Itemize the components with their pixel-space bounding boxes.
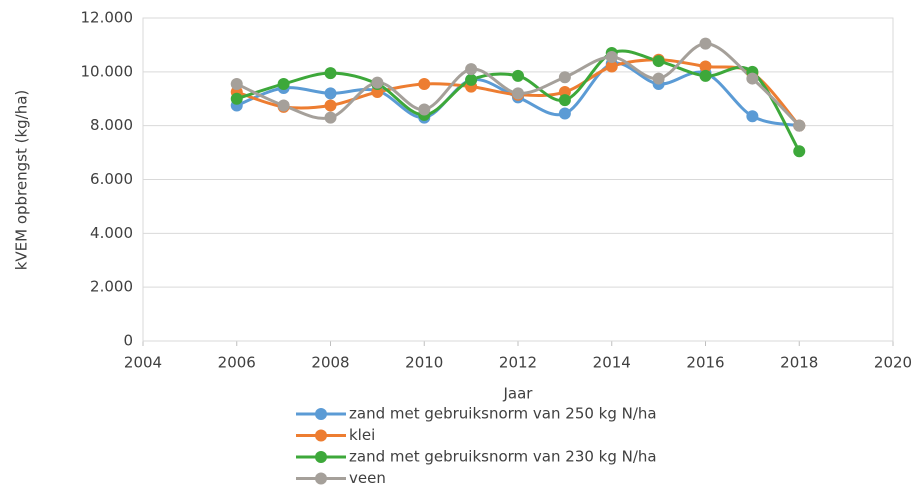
y-tick-label: 10.000: [81, 62, 134, 80]
data-point: [465, 63, 478, 76]
data-point: [324, 99, 337, 112]
data-point: [371, 76, 384, 89]
x-tick-label: 2014: [593, 354, 631, 372]
data-point: [324, 111, 337, 124]
data-point: [418, 77, 431, 90]
x-tick-label: 2006: [218, 354, 256, 372]
y-tick-label: 6.000: [90, 170, 133, 188]
data-point: [512, 69, 524, 82]
data-point: [558, 94, 571, 107]
data-point: [699, 60, 712, 73]
data-point: [652, 72, 665, 85]
y-tick-label: 4.000: [90, 224, 133, 242]
legend-label: veen: [349, 469, 386, 487]
y-axis-title: kVEM opbrengst (kg/ha): [13, 90, 31, 271]
legend-marker: [315, 408, 327, 420]
data-point: [652, 55, 665, 68]
y-tick-label: 2.000: [90, 278, 133, 296]
x-axis-title: Jaar: [503, 385, 534, 403]
data-point: [746, 72, 759, 85]
data-point: [558, 107, 571, 120]
plot-border: [142, 17, 894, 342]
legend-label: zand met gebruiksnorm van 250 kg N/ha: [349, 405, 657, 423]
data-point: [699, 37, 712, 50]
legend-marker: [315, 429, 327, 442]
data-point: [277, 77, 290, 90]
data-point: [418, 103, 431, 116]
x-tick-label: 2018: [780, 354, 818, 372]
x-tick-label: 2004: [124, 354, 162, 372]
data-point: [230, 92, 243, 105]
data-point: [324, 67, 337, 80]
y-tick-label: 0: [123, 332, 133, 350]
data-point: [512, 87, 524, 100]
x-tick-label: 2016: [686, 354, 724, 372]
data-point: [793, 145, 806, 158]
data-point: [465, 73, 478, 86]
x-tick-label: 2010: [405, 354, 443, 372]
legend-label: zand met gebruiksnorm van 230 kg N/ha: [349, 448, 657, 466]
series-line: [236, 42, 801, 127]
y-tick-label: 12.000: [81, 9, 134, 27]
data-point: [605, 60, 618, 73]
data-point: [605, 51, 618, 64]
x-tick-label: 2008: [311, 354, 349, 372]
data-point: [230, 77, 243, 90]
x-tick-label: 2020: [874, 354, 912, 372]
y-tick-label: 8.000: [90, 116, 133, 134]
data-point: [558, 71, 571, 84]
legend-marker: [315, 451, 327, 463]
legend-label: klei: [349, 426, 375, 444]
data-point: [699, 69, 712, 82]
legend-marker: [315, 472, 327, 485]
data-point: [793, 119, 806, 132]
data-point: [277, 99, 290, 112]
x-tick-label: 2012: [499, 354, 537, 372]
data-point: [746, 110, 759, 123]
data-point: [324, 87, 337, 100]
